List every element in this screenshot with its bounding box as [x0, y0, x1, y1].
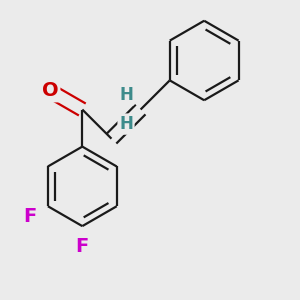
Text: H: H	[119, 115, 133, 133]
Text: O: O	[42, 82, 58, 100]
Text: F: F	[76, 237, 89, 256]
Text: F: F	[23, 207, 37, 226]
Text: H: H	[119, 86, 133, 104]
